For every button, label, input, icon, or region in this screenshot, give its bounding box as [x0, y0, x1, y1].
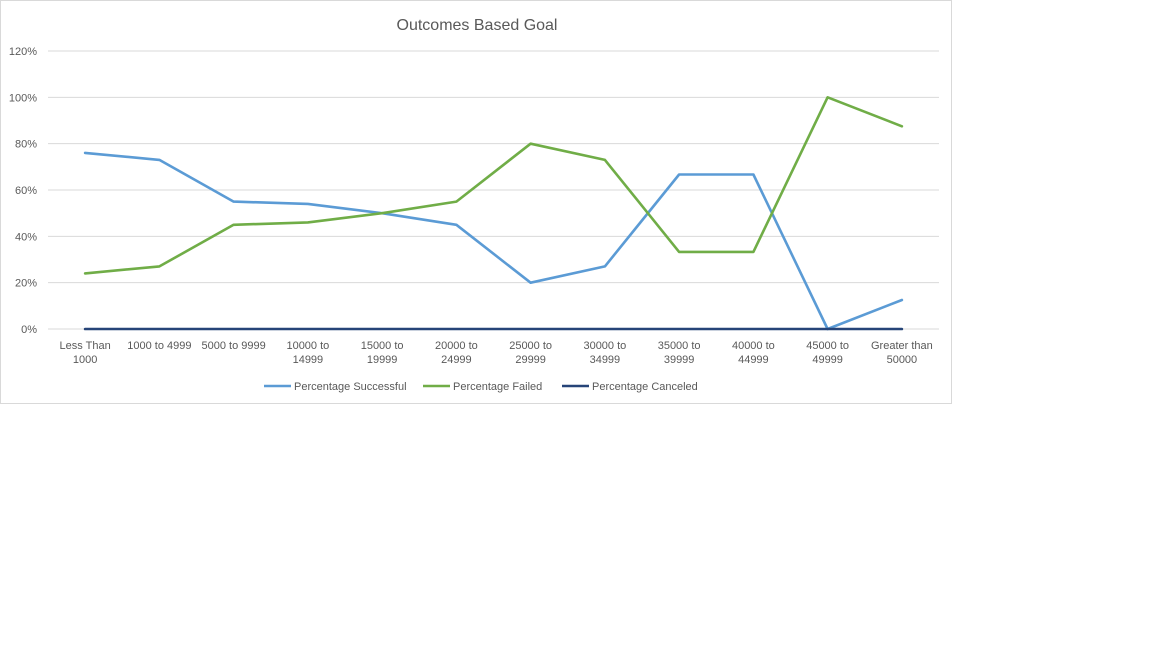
x-tick-label: 35000 to 39999	[658, 340, 701, 366]
x-tick-label-line: 50000	[887, 354, 918, 366]
x-tick-label: Greater than 50000	[871, 340, 933, 366]
y-tick-label: 80%	[15, 139, 37, 151]
y-tick-label: 60%	[15, 185, 37, 197]
y-axis-tick-labels: 0% 20% 40% 60% 80% 100% 120%	[9, 46, 37, 336]
x-tick-label-line: 29999	[515, 354, 546, 366]
legend-label: Percentage Successful	[294, 381, 407, 393]
chart-area: Outcomes Based Goal 0% 20% 40% 60% 80% 100% 12…	[0, 0, 952, 404]
y-tick-label: 100%	[9, 92, 37, 104]
x-tick-label-line: 30000 to	[583, 340, 626, 352]
x-tick-label-line: 5000 to 9999	[202, 340, 266, 352]
x-tick-label-line: Greater than	[871, 340, 933, 352]
y-tick-label: 40%	[15, 231, 37, 243]
x-tick-label-line: 45000 to	[806, 340, 849, 352]
legend: Percentage Successful Percentage Failed Pe…	[264, 381, 698, 393]
x-tick-label-line: 44999	[738, 354, 769, 366]
x-tick-label: 25000 to 29999	[509, 340, 552, 366]
series-line-1	[83, 96, 904, 275]
x-tick-label-line: 1000 to 4999	[127, 340, 191, 352]
legend-label: Percentage Failed	[453, 381, 542, 393]
x-axis-tick-labels: Less Than 1000 1000 to 4999 5000 to 9999 100…	[60, 340, 933, 366]
x-tick-label-line: 15000 to	[361, 340, 404, 352]
x-tick-label-line: 34999	[590, 354, 621, 366]
x-tick-label-line: 10000 to	[286, 340, 329, 352]
x-tick-label-line: 35000 to	[658, 340, 701, 352]
x-tick-label-line: 20000 to	[435, 340, 478, 352]
x-tick-label-line: 24999	[441, 354, 472, 366]
x-tick-label: 5000 to 9999	[202, 340, 266, 352]
gridlines	[48, 50, 939, 330]
y-tick-label: 20%	[15, 278, 37, 290]
chart-svg: Outcomes Based Goal 0% 20% 40% 60% 80% 100% 12…	[9, 17, 939, 393]
x-tick-label: 15000 to 19999	[361, 340, 404, 366]
x-tick-label-line: 14999	[293, 354, 324, 366]
x-tick-label: Less Than 1000	[60, 340, 111, 366]
y-tick-label: 0%	[21, 324, 37, 336]
x-tick-label-line: 1000	[73, 354, 97, 366]
x-tick-label: 40000 to 44999	[732, 340, 775, 366]
x-tick-label-line: 40000 to	[732, 340, 775, 352]
x-tick-label-line: 39999	[664, 354, 695, 366]
x-tick-label: 1000 to 4999	[127, 340, 191, 352]
x-tick-label-line: 19999	[367, 354, 398, 366]
series-lines	[83, 96, 904, 331]
chart-title: Outcomes Based Goal	[397, 17, 558, 34]
x-tick-label-line: 25000 to	[509, 340, 552, 352]
x-tick-label: 45000 to 49999	[806, 340, 849, 366]
x-tick-label: 30000 to 34999	[583, 340, 626, 366]
series-line-0	[83, 151, 904, 331]
legend-label: Percentage Canceled	[592, 381, 698, 393]
x-tick-label: 20000 to 24999	[435, 340, 478, 366]
y-tick-label: 120%	[9, 46, 37, 58]
x-tick-label-line: 49999	[812, 354, 843, 366]
x-tick-label: 10000 to 14999	[286, 340, 329, 366]
x-tick-label-line: Less Than	[60, 340, 111, 352]
